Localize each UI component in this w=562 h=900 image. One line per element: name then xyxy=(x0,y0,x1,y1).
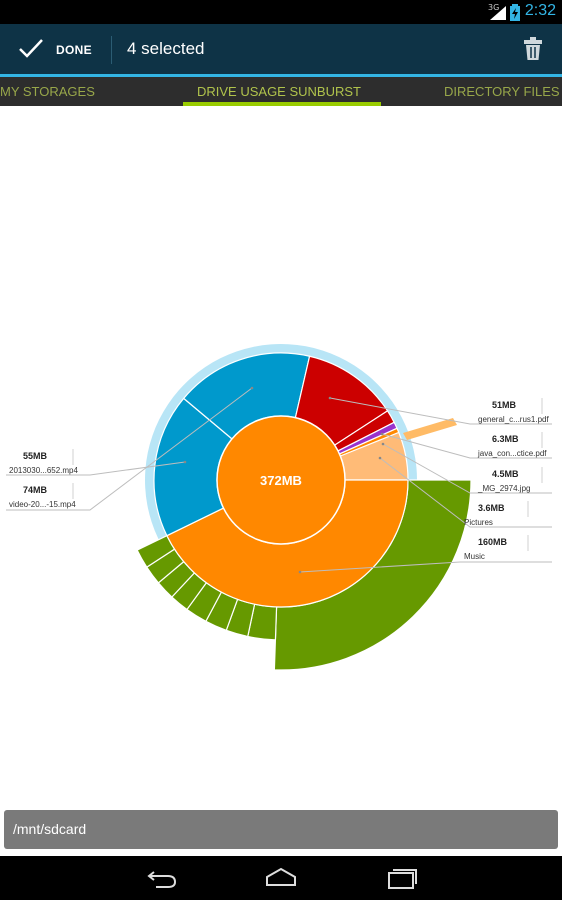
callout-line xyxy=(299,561,552,573)
trash-icon[interactable] xyxy=(523,37,543,61)
signal-icon xyxy=(490,6,506,20)
chart-area: 51MB general_c...rus1.pdf 6.3MB java_con...… xyxy=(0,106,562,806)
navigation-bar xyxy=(0,856,562,900)
callout-filename: java_con...ctice.pdf xyxy=(477,449,547,458)
callout-size: 4.5MB xyxy=(492,469,519,479)
callout-line xyxy=(379,457,552,528)
battery-icon xyxy=(510,4,520,21)
active-tab-indicator xyxy=(183,102,381,106)
callout-anchor-dot xyxy=(381,442,385,446)
callout-size: 3.6MB xyxy=(478,503,505,513)
clock: 2:32 xyxy=(524,2,556,19)
callout-size: 55MB xyxy=(23,451,48,461)
callout-line xyxy=(6,387,253,511)
callout-filename: 2013030...652.mp4 xyxy=(9,466,78,475)
callout-anchor-dot xyxy=(380,432,384,436)
check-icon[interactable] xyxy=(18,37,44,59)
callout-line xyxy=(329,397,552,425)
status-bar: 3G 2:32 xyxy=(0,0,562,24)
tab-drive-usage-sunburst[interactable]: DRIVE USAGE SUNBURST xyxy=(197,84,361,99)
action-bar-divider xyxy=(111,36,112,64)
callout-size: 74MB xyxy=(23,485,48,495)
callout-filename: _MG_2974.jpg xyxy=(477,484,530,493)
callout-anchor-dot xyxy=(250,386,254,390)
tab-bar: MY STORAGES DRIVE USAGE SUNBURST DIRECTO… xyxy=(0,77,562,106)
callout-filename: Pictures xyxy=(464,518,493,527)
callout-anchor-dot xyxy=(328,396,332,400)
tab-directory-files[interactable]: DIRECTORY FILES xyxy=(444,84,560,99)
sunburst-chart[interactable]: 51MB general_c...rus1.pdf 6.3MB java_con...… xyxy=(0,106,562,806)
done-button[interactable]: DONE xyxy=(56,43,92,57)
callout-anchor-dot xyxy=(378,456,382,460)
callout-line xyxy=(6,461,186,476)
callout-size: 51MB xyxy=(492,400,517,410)
center-circle[interactable] xyxy=(216,415,346,545)
callout-anchor-dot xyxy=(298,570,302,574)
path-bar[interactable]: /mnt/sdcard xyxy=(4,810,558,849)
selection-count: 4 selected xyxy=(127,39,205,58)
action-bar-accent-line xyxy=(0,74,562,77)
callout-size: 160MB xyxy=(478,537,508,547)
callout-filename: general_c...rus1.pdf xyxy=(478,415,549,424)
callout-size: 6.3MB xyxy=(492,434,519,444)
action-bar: DONE 4 selected xyxy=(0,24,562,74)
callout-filename: Music xyxy=(464,552,485,561)
tab-my-storages[interactable]: MY STORAGES xyxy=(0,84,95,99)
home-icon[interactable] xyxy=(264,866,298,890)
callout-anchor-dot xyxy=(183,460,187,464)
recent-apps-icon[interactable] xyxy=(385,866,417,890)
current-path: /mnt/sdcard xyxy=(13,821,87,837)
callout-line xyxy=(381,433,552,459)
network-type: 3G xyxy=(488,3,500,12)
segment-exploded-pdf[interactable] xyxy=(403,418,457,440)
callout-filename: video-20...-15.mp4 xyxy=(9,500,76,509)
back-icon[interactable] xyxy=(146,866,178,890)
center-label: 372MB xyxy=(260,473,302,488)
callout-line xyxy=(382,443,552,494)
